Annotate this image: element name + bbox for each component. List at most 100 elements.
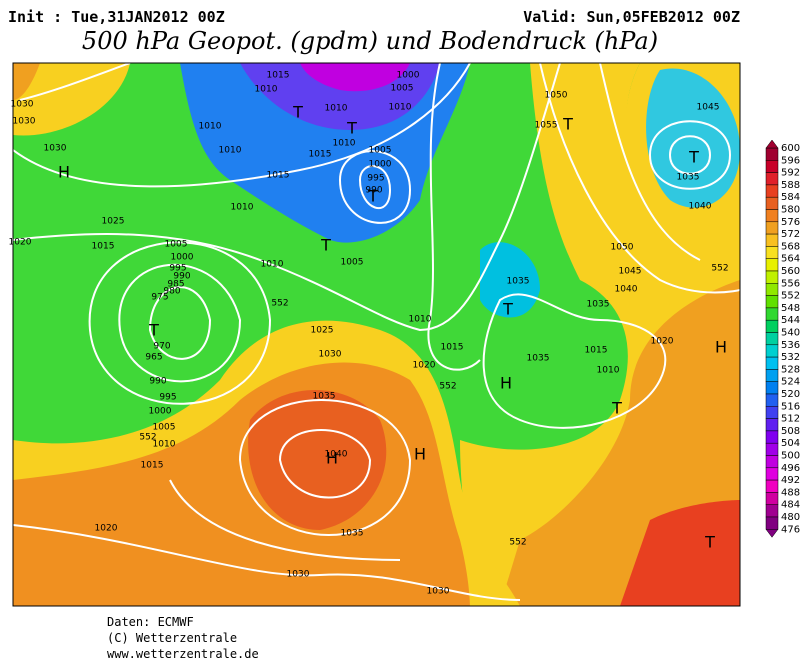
contour-label: 1000 [397,71,420,81]
legend-label: 480 [781,512,800,523]
isobar [427,63,481,371]
footer-line: Daten: ECMWF [107,615,194,629]
legend-label: 548 [781,303,800,314]
contour-label: 1035 [587,300,610,310]
contour-label: 990 [365,186,382,196]
contour-label: 1010 [219,146,242,156]
pressure-center: T [148,321,159,340]
pressure-center: H [500,374,512,393]
contour-label: 980 [163,287,180,297]
pressure-center: H [715,338,727,357]
contour-label: 1040 [325,450,348,460]
map-frame [12,62,741,607]
legend-swatch [765,233,779,247]
field [646,68,740,208]
legend-swatch [765,344,779,358]
contour-label: 1030 [13,117,36,127]
legend-swatch [765,393,779,407]
contour-label: 990 [149,377,166,387]
footer-line: www.wetterzentrale.de [107,647,259,661]
pressure-center: T [367,187,378,206]
legend-swatch [765,418,779,432]
legend-label: 600 [781,143,800,154]
pressure-center: T [704,533,715,552]
field [13,63,130,136]
contour-label: 1010 [389,103,412,113]
legend-swatch [765,246,779,259]
contour-label: 990 [173,272,190,282]
legend-arrow [765,139,779,149]
contour-label: 1015 [267,71,290,81]
contour-label: 552 [711,264,728,274]
pressure-center: T [502,300,513,319]
contour-label: 1010 [153,440,176,450]
contour-label: 552 [509,538,526,548]
isobar [13,63,561,332]
contour-label: 1015 [267,171,290,181]
contour-label: 1020 [9,238,32,248]
contour-label: 1035 [313,392,336,402]
legend-swatch [765,332,779,346]
valid-time: Valid: Sun,05FEB2012 00Z [523,8,740,26]
isobar [482,293,667,429]
contour-label: 1000 [149,407,172,417]
contour-label: 1025 [102,217,125,227]
contour-label: 1000 [369,160,392,170]
isobar [13,479,521,601]
legend-swatch [765,147,779,161]
legend-swatch [765,406,779,419]
contour-label: 1050 [611,243,634,253]
contour-label: 1035 [507,277,530,287]
contour-label: 1000 [171,253,194,263]
legend-label: 536 [781,340,800,351]
contour-label: 1005 [153,423,176,433]
legend-swatch [765,479,779,493]
legend-label: 596 [781,155,800,166]
legend-label: 552 [781,291,800,302]
legend-swatch [765,356,779,370]
contour-label: 1020 [95,524,118,534]
contour-label: 552 [139,433,156,443]
contour-label: 1010 [261,260,284,270]
legend-label: 556 [781,278,800,289]
contour-label: 995 [169,264,186,274]
legend-swatch [765,258,779,272]
contour-label: 1030 [287,570,310,580]
contour-label: 1005 [165,240,188,250]
init-time: Init : Tue,31JAN2012 00Z [8,8,225,26]
map-area [13,63,740,606]
legend-label: 544 [781,315,800,326]
contour-label: 1020 [651,337,674,347]
contour-label: 552 [439,382,456,392]
legend-swatch [765,172,779,186]
legend-label: 496 [781,463,800,474]
contour-label: 1005 [341,258,364,268]
contour-label: 1005 [391,84,414,94]
contour-label: 1010 [255,85,278,95]
legend-label: 528 [781,364,800,375]
contour-label: 552 [271,299,288,309]
contour-label: 1030 [319,350,342,360]
legend-label: 508 [781,426,800,437]
legend-label: 572 [781,229,800,240]
legend-label: 560 [781,266,800,277]
legend-label: 500 [781,451,800,462]
legend-label: 584 [781,192,800,203]
contour-label: 1015 [309,150,332,160]
isobar [13,63,471,188]
legend-label: 484 [781,500,800,511]
pressure-center: T [688,148,699,167]
legend-label: 520 [781,389,800,400]
contour-label: 985 [167,280,184,290]
footer-line: (C) Wetterzentrale [107,631,237,645]
legend-swatch [765,221,779,235]
contour-label: 1030 [427,587,450,597]
contour-label: 1010 [199,122,222,132]
contour-label: 995 [159,393,176,403]
contour-label: 1045 [619,267,642,277]
contour-label: 975 [151,293,168,303]
field [248,390,387,530]
legend-swatch [765,455,779,469]
legend-swatch [765,467,779,481]
legend-label: 504 [781,438,800,449]
